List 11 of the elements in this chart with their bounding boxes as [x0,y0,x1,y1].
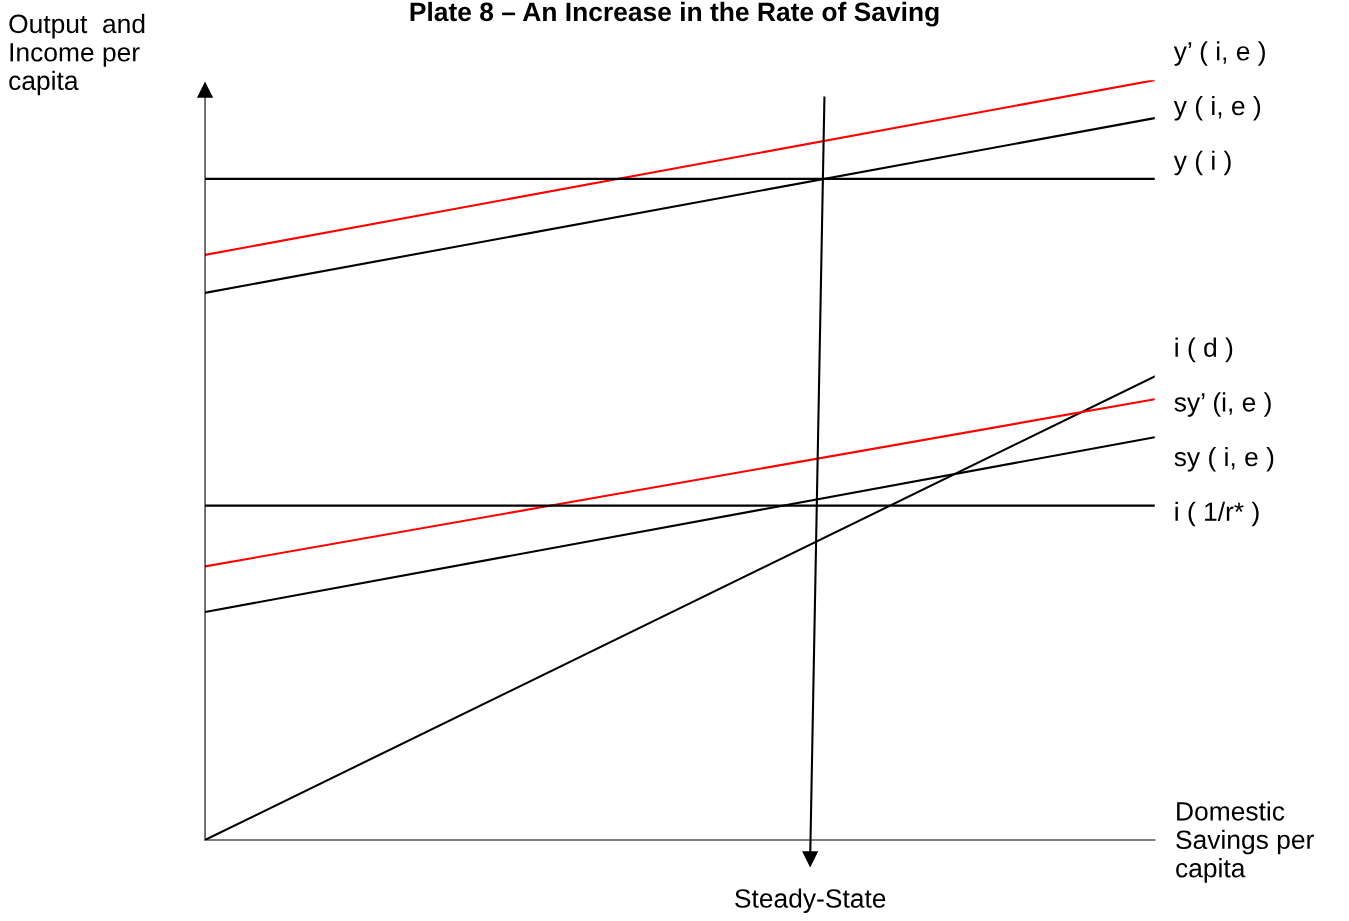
series-label: y’ ( i, e ) [1173,41,1265,66]
series-label: y ( i, e ) [1173,95,1261,121]
series-label: i ( d ) [1175,337,1233,363]
series-label: i ( 1/r* ) [1175,501,1259,527]
chart-title: Plate 8 – An Increase in the Rate of Saving [410,1,939,27]
series-label: y ( i ) [1173,150,1231,176]
y-axis-title: Output and Income per capita [9,13,145,96]
series-label: sy’ (i, e ) [1174,392,1271,417]
x-axis-title: Domestic Savings per capita [1176,801,1314,883]
text: Steady-State [735,888,886,914]
series-label: sy ( i, e ) [1174,446,1274,472]
